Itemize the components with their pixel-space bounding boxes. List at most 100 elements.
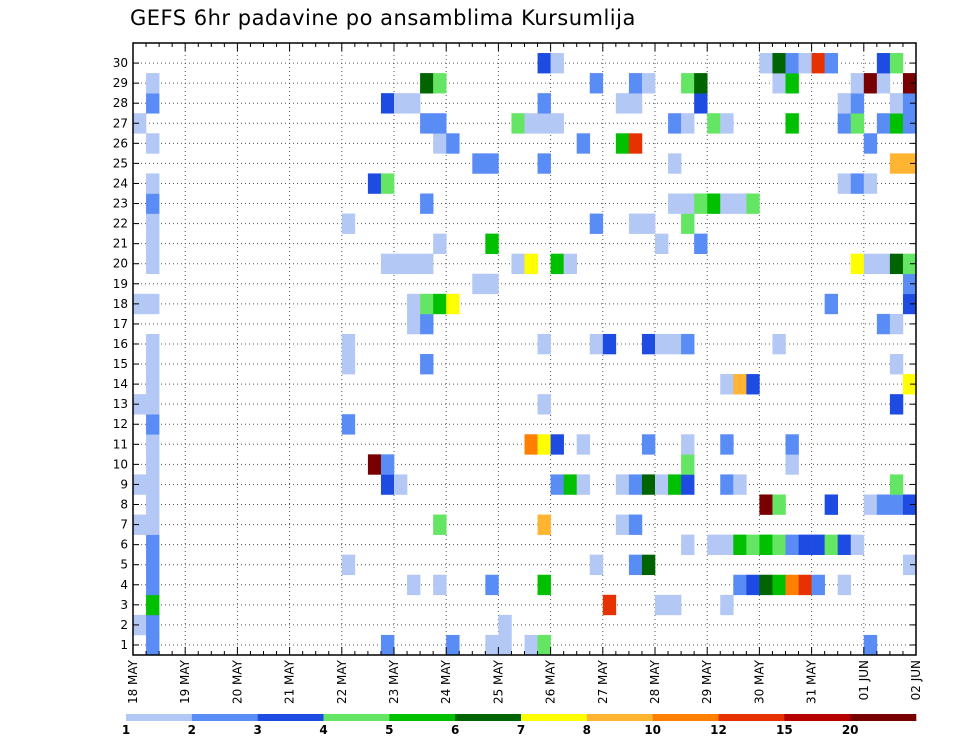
x-axis: 18 MAY 19 MAY 20 MAY 21 MAY 22 MAY 23 MAY 24 M… — [126, 43, 923, 704]
heatmap-cell — [889, 253, 904, 275]
heatmap-cell — [850, 173, 865, 194]
colorbar-swatch — [389, 714, 456, 721]
heatmap-cell — [681, 113, 695, 134]
heatmap-cell — [146, 474, 160, 495]
heatmap-cell — [341, 213, 356, 234]
heatmap-cell — [146, 233, 160, 254]
y-tick-label: 9 — [120, 477, 128, 491]
grid-lines — [133, 43, 916, 655]
heatmap-cell — [367, 173, 382, 194]
heatmap-cell — [668, 153, 682, 174]
heatmap-cell — [498, 614, 512, 636]
colorbar-swatch — [126, 714, 193, 721]
heatmap-cell — [446, 133, 460, 154]
y-tick-label: 19 — [113, 277, 128, 291]
y-tick-label: 6 — [120, 538, 128, 552]
heatmap-cell — [824, 534, 838, 555]
heatmap-cell — [628, 213, 643, 234]
heatmap-cell — [537, 434, 551, 455]
heatmap-cell — [472, 273, 486, 295]
y-tick-label: 17 — [113, 317, 128, 331]
heatmap-cell — [863, 133, 878, 154]
y-tick-label: 5 — [120, 558, 128, 572]
colorbar-label: 8 — [583, 723, 591, 737]
heatmap-cell — [133, 614, 147, 636]
heatmap-cell — [889, 113, 904, 134]
heatmap-cell — [902, 153, 917, 174]
heatmap-cell — [785, 53, 799, 74]
heatmap-cell — [341, 414, 356, 435]
y-tick-label: 21 — [113, 237, 128, 251]
x-tick-label: 30 MAY — [752, 659, 766, 704]
heatmap-cell — [524, 253, 538, 275]
heatmap-cell — [146, 394, 160, 415]
heatmap-cell — [537, 93, 551, 114]
heatmap-cell — [681, 454, 695, 475]
heatmap-cell — [615, 133, 630, 154]
heatmap-cell — [902, 293, 917, 315]
x-tick-label: 26 MAY — [544, 659, 558, 704]
heatmap-cell — [733, 574, 747, 596]
heatmap-cell — [655, 233, 669, 254]
colorbar-label: 12 — [710, 723, 727, 737]
heatmap-cell — [511, 253, 525, 275]
heatmap-cell — [146, 253, 160, 275]
heatmap-cell — [785, 534, 799, 555]
heatmap-cell — [576, 474, 591, 495]
colorbar-label: 6 — [451, 723, 459, 737]
heatmap-cell — [889, 474, 904, 495]
heatmap-cell — [746, 374, 760, 395]
heatmap-cell — [576, 434, 591, 455]
y-tick-label: 16 — [113, 337, 128, 351]
heatmap-cell — [133, 293, 147, 315]
heatmap-cell — [576, 133, 591, 154]
heatmap-cell — [446, 634, 460, 656]
x-tick-label: 23 MAY — [387, 659, 401, 704]
heatmap-cell — [524, 434, 538, 455]
y-tick-label: 11 — [113, 437, 128, 451]
heatmap-cell — [563, 253, 577, 275]
heatmap-cell — [446, 293, 460, 315]
heatmap-cell — [146, 574, 160, 596]
heatmap-cell — [641, 213, 656, 234]
heatmap-cell — [641, 554, 656, 576]
heatmap-cell — [146, 354, 160, 375]
heatmap-cell — [772, 333, 786, 355]
heatmap-cell — [889, 93, 904, 114]
heatmap-cell — [694, 193, 708, 214]
heatmap-cell — [681, 193, 695, 214]
heatmap-cell — [655, 333, 669, 355]
y-tick-label: 3 — [120, 598, 128, 612]
heatmap-cell — [485, 153, 499, 174]
heatmap-cell — [563, 474, 577, 495]
heatmap-cell — [876, 73, 891, 94]
heatmap-cell — [785, 454, 799, 475]
heatmap-cell — [668, 474, 682, 495]
y-tick-label: 14 — [113, 377, 128, 391]
x-tick-label: 18 MAY — [126, 659, 140, 704]
heatmap-cell — [681, 534, 695, 555]
heatmap-cell — [720, 434, 734, 455]
heatmap-cell — [537, 113, 551, 134]
heatmap-cell — [341, 554, 356, 576]
heatmap-cell — [641, 434, 656, 455]
heatmap-cell — [511, 113, 525, 134]
colorbar-swatch — [652, 714, 719, 721]
heatmap-cell — [407, 313, 421, 335]
y-tick-label: 20 — [113, 257, 128, 271]
heatmap-cell — [876, 313, 891, 335]
colorbar-swatch — [718, 714, 785, 721]
heatmap-cell — [433, 133, 447, 154]
heatmap-cell — [668, 594, 682, 616]
heatmap-cell — [628, 93, 643, 114]
heatmap-cell — [668, 113, 682, 134]
heatmap-cell — [394, 253, 408, 275]
heatmap-cell — [837, 574, 852, 596]
heatmap-cell — [133, 514, 147, 535]
y-tick-label: 28 — [113, 96, 128, 110]
heatmap-cell — [394, 93, 408, 114]
heatmap-cell — [850, 253, 865, 275]
y-tick-label: 22 — [113, 217, 128, 231]
colorbar-swatch — [323, 714, 390, 721]
heatmap-cell — [589, 213, 604, 234]
